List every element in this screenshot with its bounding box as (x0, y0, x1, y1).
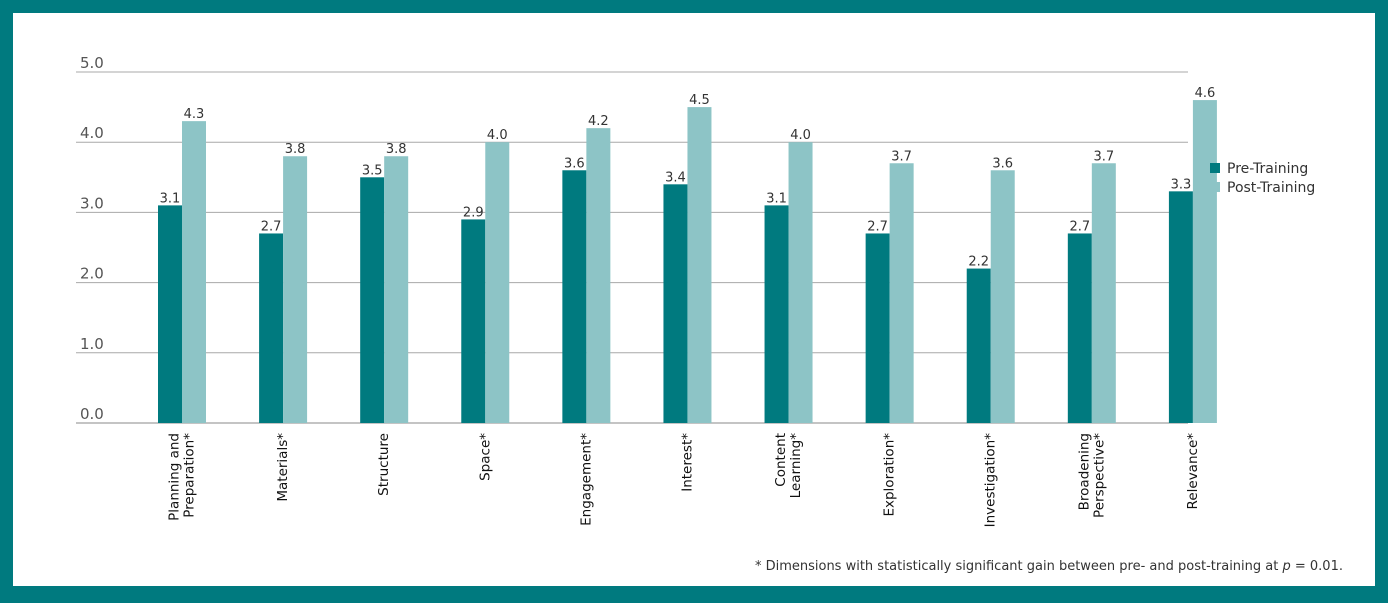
category-label-line: Structure (376, 433, 392, 496)
bar-post (687, 107, 712, 423)
category-label-line: Interest* (679, 433, 695, 492)
bar-pre (966, 268, 991, 423)
data-label: 4.6 (1195, 86, 1216, 101)
data-label: 3.6 (992, 156, 1013, 171)
category-label: Exploration* (882, 433, 898, 517)
category-label-line: Broadening (1076, 433, 1092, 510)
legend-label: Pre-Training (1227, 161, 1308, 177)
y-tick-label: 2.0 (80, 265, 104, 283)
data-label: 4.2 (588, 114, 609, 129)
bar-post (586, 128, 611, 423)
category-label: Engagement* (578, 433, 594, 526)
data-label: 3.4 (665, 170, 686, 185)
footnote-suffix: = 0.01. (1290, 559, 1343, 574)
category-label-line: Materials* (275, 433, 291, 502)
category-label: ContentLearning* (773, 433, 804, 499)
category-label: Investigation* (983, 433, 999, 528)
data-label: 3.6 (564, 156, 585, 171)
footnote: * Dimensions with statistically signific… (755, 559, 1343, 574)
y-tick-label: 5.0 (80, 54, 104, 72)
bar-pre (865, 233, 890, 423)
bar-pre (663, 184, 688, 423)
data-label: 2.2 (968, 255, 989, 270)
bar-chart: 0.0 1.0 2.0 3.0 4.0 5.0 3.1 4.3 Planning andPrep… (76, 54, 1315, 528)
bar-post (889, 163, 914, 423)
data-label: 3.1 (160, 191, 181, 206)
bar-post (990, 170, 1015, 423)
data-label: 3.1 (766, 191, 787, 206)
bar-pre (158, 205, 182, 423)
data-label: 3.8 (285, 142, 306, 157)
bar-pre (461, 219, 486, 423)
bar-post (788, 142, 813, 423)
category-label-line: Planning and (167, 433, 183, 521)
category-label-line: Relevance* (1185, 433, 1201, 510)
data-label: 2.7 (867, 219, 888, 234)
category-label-line: Preparation* (182, 433, 198, 518)
category-label: Space* (477, 433, 493, 481)
category-label: BroadeningPerspective* (1076, 433, 1107, 518)
bar-pre (764, 205, 789, 423)
bar-post (182, 121, 206, 423)
category-label-line: Space* (477, 433, 493, 481)
data-label: 4.5 (689, 93, 710, 108)
legend-label: Post-Training (1227, 180, 1315, 196)
bar-post (1192, 100, 1217, 423)
category-label: Planning andPreparation* (167, 433, 198, 521)
category-label: Relevance* (1185, 433, 1201, 510)
data-label: 4.0 (487, 128, 508, 143)
bar-post (1091, 163, 1116, 423)
category-label-line: Exploration* (882, 433, 898, 517)
y-tick-label: 1.0 (80, 335, 104, 353)
data-label: 3.5 (362, 163, 383, 178)
bar-pre (259, 233, 284, 423)
footnote-p: p (1282, 559, 1291, 574)
category-label-line: Engagement* (578, 433, 594, 526)
data-label: 2.7 (261, 219, 282, 234)
data-label: 3.7 (1093, 149, 1114, 164)
y-tick-label: 4.0 (80, 124, 104, 142)
bar-post (384, 156, 409, 424)
y-tick-label: 3.0 (80, 194, 104, 212)
legend-swatch (1210, 182, 1220, 192)
data-label: 3.8 (386, 142, 407, 157)
bar-pre (562, 170, 587, 423)
bar-post (283, 156, 308, 424)
category-label-line: Content (773, 433, 789, 487)
data-label: 2.9 (463, 205, 484, 220)
data-label: 4.3 (184, 107, 205, 122)
bar-pre (1168, 191, 1193, 423)
legend-swatch (1210, 163, 1220, 173)
data-label: 3.7 (891, 149, 912, 164)
data-label: 3.3 (1171, 177, 1192, 192)
data-label: 4.0 (790, 128, 811, 143)
bar-pre (1067, 233, 1092, 423)
category-label: Structure (376, 433, 392, 496)
chart-panel: 0.0 1.0 2.0 3.0 4.0 5.0 3.1 4.3 Planning andPrep… (13, 13, 1375, 586)
category-label-line: Perspective* (1091, 433, 1107, 518)
bar-post (485, 142, 510, 423)
category-label: Materials* (275, 433, 291, 502)
category-label-line: Learning* (788, 433, 804, 499)
category-label: Interest* (679, 433, 695, 492)
y-tick-label: 0.0 (80, 405, 104, 423)
data-label: 2.7 (1069, 219, 1090, 234)
footnote-prefix: * Dimensions with statistically signific… (754, 559, 1283, 574)
bar-pre (360, 177, 385, 423)
category-label-line: Investigation* (983, 433, 999, 528)
